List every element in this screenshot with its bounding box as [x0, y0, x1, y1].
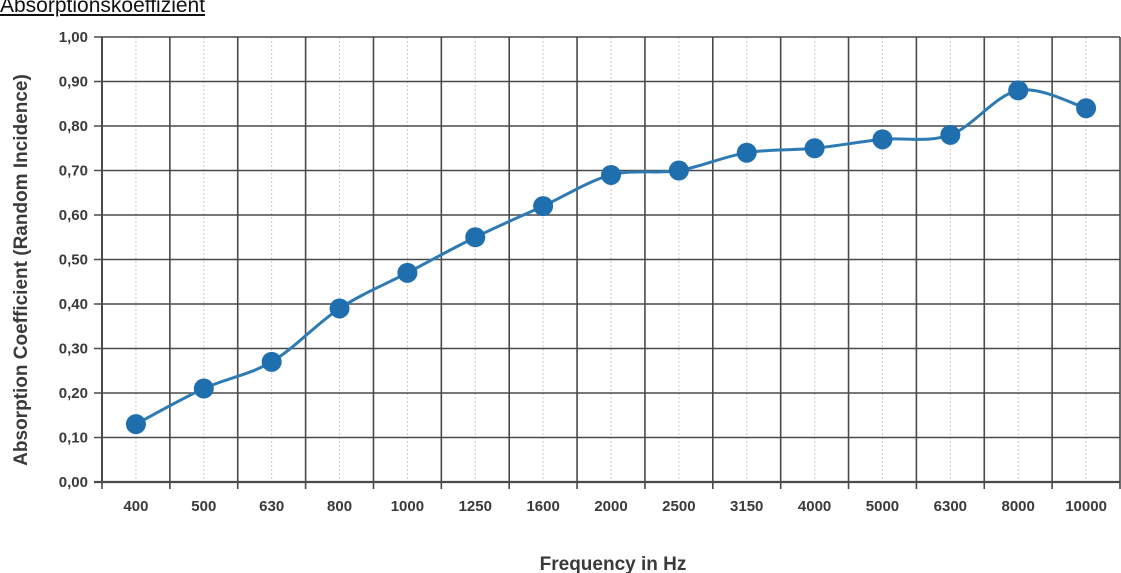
- x-tick-label: 1600: [526, 498, 559, 515]
- y-tick-label: 0,40: [59, 296, 88, 313]
- x-tick-label: 1250: [459, 498, 492, 515]
- y-tick-label: 0,10: [59, 430, 88, 447]
- y-tick-label: 0,00: [59, 474, 88, 491]
- x-tick-label: 10000: [1065, 498, 1107, 515]
- data-point: [804, 138, 825, 159]
- data-point: [329, 298, 350, 319]
- y-tick-label: 0,80: [59, 118, 88, 135]
- x-tick-label: 500: [191, 498, 216, 515]
- y-tick-label: 0,60: [59, 207, 88, 224]
- data-point: [397, 262, 418, 283]
- data-point: [261, 351, 282, 372]
- x-tick-label: 630: [259, 498, 284, 515]
- x-tick-label: 5000: [866, 498, 899, 515]
- x-axis-title: Frequency in Hz: [540, 554, 687, 573]
- x-tick-label: 6300: [934, 498, 967, 515]
- y-tick-label: 0,90: [59, 74, 88, 91]
- x-axis-ticks: 400 500 630 800 1000 1250 1600 2000 2500 3150 4000…: [123, 498, 1107, 515]
- x-tick-label: 8000: [1002, 498, 1035, 515]
- data-point: [533, 196, 554, 217]
- y-tick-label: 0,70: [59, 163, 88, 180]
- x-tick-label: 2000: [594, 498, 627, 515]
- x-tick-label: 800: [327, 498, 352, 515]
- data-markers: [125, 80, 1097, 435]
- x-tick-label: 1000: [391, 498, 424, 515]
- y-axis-title: Absorption Coefficient (Random Incidence…: [11, 74, 32, 466]
- x-tick-label: 400: [123, 498, 148, 515]
- data-point: [872, 129, 893, 150]
- y-axis-ticks: 0,00 0,10 0,20 0,30 0,40 0,50 0,60 0,70 0,80 0,90…: [59, 29, 88, 491]
- data-point: [940, 124, 961, 145]
- chart-caption: Absorptionskoeffizient: [0, 0, 206, 17]
- data-point: [601, 164, 621, 185]
- data-point: [736, 142, 757, 163]
- data-point: [1076, 98, 1097, 119]
- chart-grid: [94, 36, 1121, 489]
- data-point: [1008, 80, 1029, 101]
- y-tick-label: 1,00: [59, 29, 88, 46]
- x-tick-label: 4000: [798, 498, 831, 515]
- data-point: [465, 227, 486, 248]
- data-point: [125, 414, 146, 435]
- data-point: [193, 378, 214, 399]
- x-tick-label: 2500: [662, 498, 695, 515]
- y-tick-label: 0,30: [59, 341, 88, 358]
- y-tick-label: 0,50: [59, 252, 88, 269]
- y-tick-label: 0,20: [59, 385, 88, 402]
- x-tick-label: 3150: [730, 498, 763, 515]
- data-point: [668, 160, 689, 181]
